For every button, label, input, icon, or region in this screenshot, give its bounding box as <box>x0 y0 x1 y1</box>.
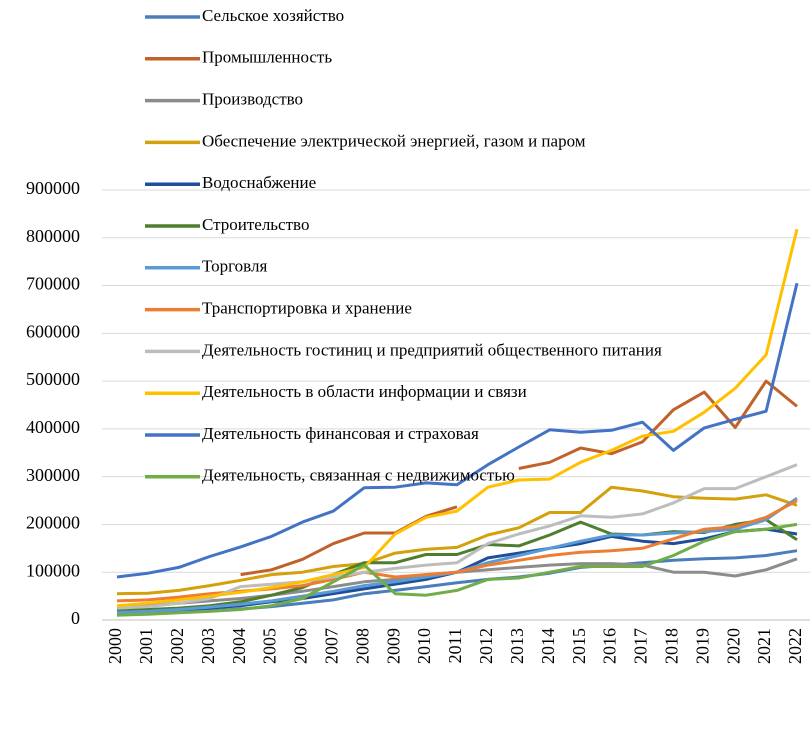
y-tick-label: 400000 <box>26 417 80 437</box>
legend-label: Водоснабжение <box>202 173 316 192</box>
legend-label: Производство <box>202 90 303 109</box>
series-line <box>116 463 798 610</box>
x-tick-label: 2021 <box>754 628 774 664</box>
series-line <box>116 499 798 603</box>
legend-label: Деятельность, связанная с недвижимостью <box>202 466 515 485</box>
legend-label: Торговля <box>202 257 267 276</box>
x-tick-label: 2009 <box>383 628 403 664</box>
y-tick-label: 800000 <box>26 226 80 246</box>
x-tick-label: 2020 <box>723 628 743 664</box>
y-tick-label: 900000 <box>26 178 80 198</box>
legend-label: Обеспечение электрической энергией, газо… <box>202 131 586 150</box>
x-tick-label: 2014 <box>538 628 558 664</box>
x-tick-label: 2012 <box>476 628 496 664</box>
y-tick-label: 0 <box>71 608 80 628</box>
x-tick-label: 2000 <box>105 628 125 664</box>
y-tick-label: 300000 <box>26 465 80 485</box>
series-line <box>116 522 798 617</box>
series-line <box>116 228 799 608</box>
x-tick-label: 2018 <box>661 628 681 664</box>
x-tick-label: 2008 <box>352 628 372 664</box>
legend-label: Транспортировка и хранение <box>202 299 412 318</box>
legend-label: Деятельность в области информации и связ… <box>202 382 527 401</box>
legend-label: Деятельность гостиниц и предприятий обще… <box>202 340 662 359</box>
x-tick-label: 2013 <box>507 628 527 664</box>
x-tick-label: 2019 <box>692 628 712 664</box>
series-line <box>116 282 799 579</box>
legend-label: Деятельность финансовая и страховая <box>202 424 479 443</box>
x-tick-label: 2010 <box>414 628 434 664</box>
x-tick-label: 2001 <box>136 628 156 664</box>
x-tick-label: 2003 <box>198 628 218 664</box>
x-tick-label: 2011 <box>445 628 465 663</box>
x-tick-label: 2006 <box>291 628 311 664</box>
legend-label: Промышленность <box>202 48 332 67</box>
x-tick-label: 2004 <box>229 628 249 664</box>
x-tick-label: 2016 <box>600 628 620 664</box>
x-tick-label: 2015 <box>569 628 589 664</box>
x-tick-label: 2005 <box>260 628 280 664</box>
x-tick-label: 2002 <box>167 628 187 664</box>
x-tick-label: 2022 <box>785 628 805 664</box>
y-tick-label: 700000 <box>26 274 80 294</box>
y-tick-label: 500000 <box>26 369 80 389</box>
legend-label: Сельское хозяйство <box>202 6 344 25</box>
x-tick-label: 2007 <box>321 628 341 664</box>
y-tick-label: 100000 <box>26 560 80 580</box>
x-tick-label: 2017 <box>631 628 651 664</box>
legend-label: Строительство <box>202 215 309 234</box>
y-tick-label: 600000 <box>26 321 80 341</box>
y-tick-label: 200000 <box>26 513 80 533</box>
